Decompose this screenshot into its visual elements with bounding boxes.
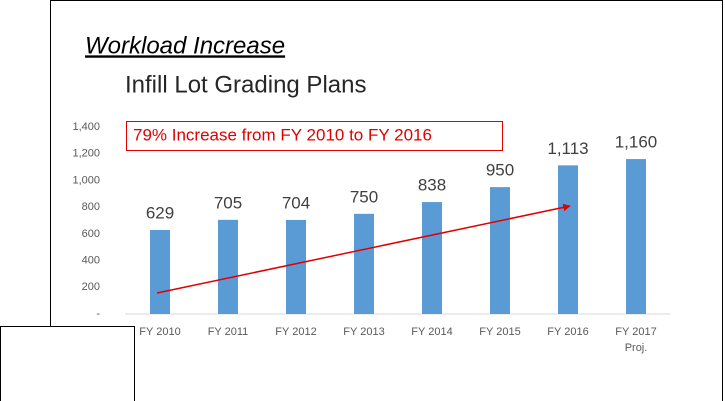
value-label: 950 bbox=[486, 161, 514, 180]
y-tick-label: 1,000 bbox=[72, 174, 100, 186]
plot: - 200 400 600 800 1,000 1,200 1,400 FY 2010 629 FY… bbox=[72, 121, 657, 354]
value-label: 705 bbox=[214, 193, 242, 212]
value-label: 838 bbox=[418, 176, 446, 195]
y-tick-label: 800 bbox=[82, 201, 100, 213]
y-tick-label: 400 bbox=[82, 254, 100, 266]
bar bbox=[626, 159, 646, 314]
bar bbox=[354, 213, 374, 314]
x-tick-label: FY 2012 bbox=[275, 326, 316, 338]
chart-title: Workload Increase bbox=[85, 32, 285, 59]
x-tick-label: FY 2015 bbox=[479, 326, 520, 338]
x-tick-label: FY 2013 bbox=[343, 326, 384, 338]
value-label: 750 bbox=[350, 187, 378, 206]
annotation-box bbox=[126, 121, 503, 151]
value-label: 1,113 bbox=[547, 139, 588, 158]
bar bbox=[558, 165, 578, 314]
y-tick-label: 1,400 bbox=[72, 121, 100, 133]
y-tick-label: 200 bbox=[82, 281, 100, 293]
y-tick-label: 600 bbox=[82, 228, 100, 240]
x-tick-label: FY 2010 bbox=[139, 326, 180, 338]
x-tick-label: FY 2011 bbox=[208, 326, 249, 338]
bar bbox=[422, 202, 442, 314]
bar bbox=[286, 219, 306, 314]
trend-arrow bbox=[156, 203, 571, 294]
x-tick-label: FY 2017 Proj. bbox=[615, 326, 656, 354]
value-label: 704 bbox=[282, 193, 310, 212]
overlay-box bbox=[0, 326, 135, 401]
bar bbox=[490, 187, 510, 314]
bar bbox=[150, 229, 170, 314]
x-tick-label: FY 2014 bbox=[411, 326, 452, 338]
value-label: 629 bbox=[146, 203, 174, 222]
annotation: 79% Increase from FY 2010 to FY 2016 bbox=[133, 125, 432, 144]
chart-subtitle: Infill Lot Grading Plans bbox=[125, 71, 366, 98]
x-tick-label: FY 2016 bbox=[547, 326, 588, 338]
slide-frame bbox=[50, 0, 723, 401]
y-tick-label: - bbox=[96, 308, 100, 320]
bar bbox=[218, 219, 238, 314]
y-tick-label: 1,200 bbox=[72, 148, 100, 160]
value-label: 1,160 bbox=[615, 133, 658, 152]
